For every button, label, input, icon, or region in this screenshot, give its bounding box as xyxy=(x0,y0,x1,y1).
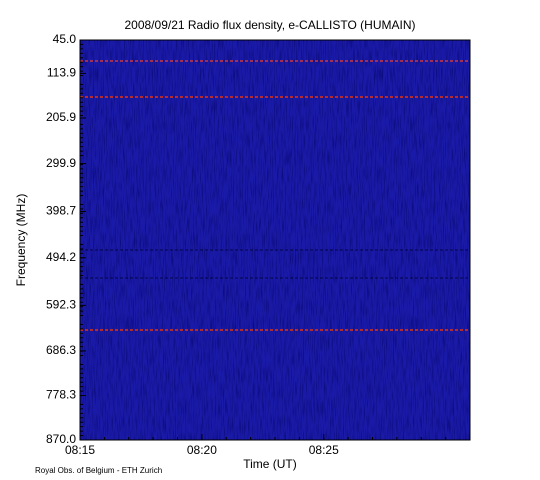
y-tick-label: 592.3 xyxy=(46,298,76,312)
y-tick-label: 45.0 xyxy=(53,32,77,46)
y-tick-label: 686.3 xyxy=(46,343,76,357)
y-tick-label: 398.7 xyxy=(46,204,76,218)
y-tick-label: 778.3 xyxy=(46,388,76,402)
y-tick-label: 299.9 xyxy=(46,156,76,170)
x-tick-label: 08:25 xyxy=(309,443,339,457)
plot-area xyxy=(79,39,471,441)
footer: Royal Obs. of Belgium - ETH Zurich xyxy=(35,466,162,475)
y-tick-label: 870.0 xyxy=(46,432,76,446)
x-tick-label: 08:20 xyxy=(187,443,217,457)
spectrogram-texture xyxy=(80,40,470,440)
chart-title: 2008/09/21 Radio flux density, e-CALLIST… xyxy=(124,18,415,32)
y-tick-label: 205.9 xyxy=(46,110,76,124)
x-tick-label: 08:15 xyxy=(65,443,95,457)
y-tick-label: 113.9 xyxy=(47,66,76,80)
x-axis-label: Time (UT) xyxy=(243,457,297,471)
y-axis-label: Frequency (MHz) xyxy=(14,194,28,287)
y-tick-label: 494.2 xyxy=(46,250,76,264)
